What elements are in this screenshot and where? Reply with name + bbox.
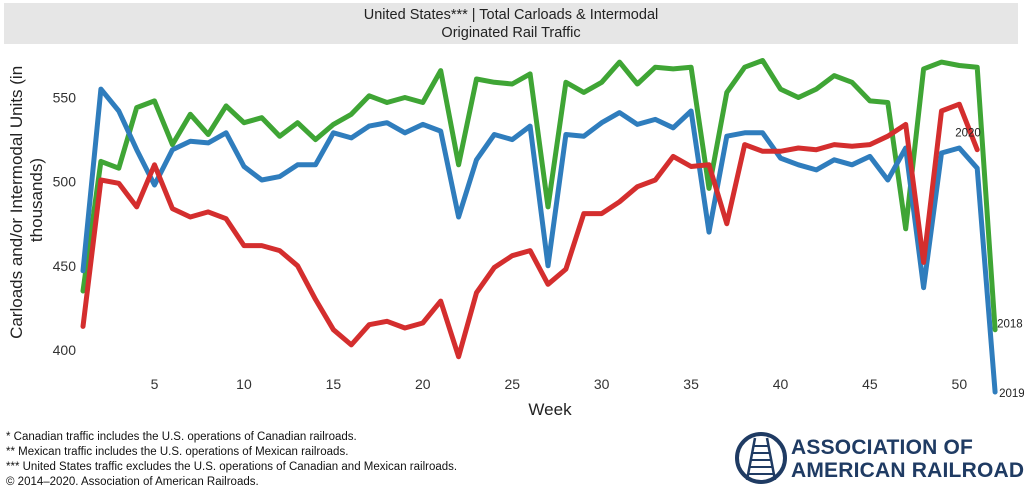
y-tick-label: 500: [53, 174, 77, 190]
aar-logo: ASSOCIATION OF AMERICAN RAILROADS: [733, 430, 1024, 486]
x-tick-label: 5: [151, 376, 159, 392]
line-label-2020: 2020: [955, 128, 981, 140]
x-tick-label: 40: [773, 376, 789, 392]
x-tick-label: 20: [415, 376, 431, 392]
x-tick-label: 10: [236, 376, 252, 392]
copyright: © 2014–2020. Association of American Rai…: [6, 476, 259, 488]
footnote-us: *** United States traffic excludes the U…: [6, 461, 458, 473]
y-axis-label-line2: thousands): [27, 158, 46, 242]
x-tick-label: 15: [326, 376, 342, 392]
chart-title-line2: Originated Rail Traffic: [441, 25, 581, 41]
chart-title: United States*** | Total Carloads & Inte…: [4, 3, 1018, 44]
x-tick-label: 50: [952, 376, 968, 392]
x-tick-label: 25: [504, 376, 520, 392]
footnotes: * Canadian traffic includes the U.S. ope…: [6, 430, 457, 490]
line-label-2018: 2018: [997, 319, 1023, 331]
axes: 5 10 15 20 25 30 35 40 45 50 400 450 500 550: [53, 89, 968, 392]
logo-line2: AMERICAN RAILROADS: [791, 459, 1024, 482]
footnote-mexican: ** Mexican traffic includes the U.S. ope…: [6, 446, 349, 458]
series-line-2020: [80, 101, 980, 360]
series-lines: [80, 58, 998, 395]
x-tick-label: 35: [683, 376, 699, 392]
line-labels: 2018 2019 2020: [955, 128, 1024, 400]
line-label-2019: 2019: [999, 388, 1024, 400]
x-tick-label: 45: [862, 376, 878, 392]
chart-title-line1: United States*** | Total Carloads & Inte…: [363, 7, 659, 23]
logo-line1: ASSOCIATION OF: [791, 436, 974, 459]
series-line-2019: [80, 86, 998, 395]
y-tick-label: 550: [53, 89, 77, 105]
rail-track-icon: [735, 432, 787, 484]
x-tick-label: 30: [594, 376, 610, 392]
y-axis-label: Carloads and/or Intermodal Units (in tho…: [7, 61, 46, 339]
y-tick-label: 450: [53, 258, 77, 274]
series-line-2018: [80, 58, 998, 333]
footnote-canadian: * Canadian traffic includes the U.S. ope…: [6, 431, 357, 443]
logo-text: ASSOCIATION OF AMERICAN RAILROADS: [791, 436, 1024, 482]
y-tick-label: 400: [53, 342, 77, 358]
y-axis-label-line1: Carloads and/or Intermodal Units (in: [7, 66, 26, 339]
x-axis-label: Week: [528, 400, 572, 419]
